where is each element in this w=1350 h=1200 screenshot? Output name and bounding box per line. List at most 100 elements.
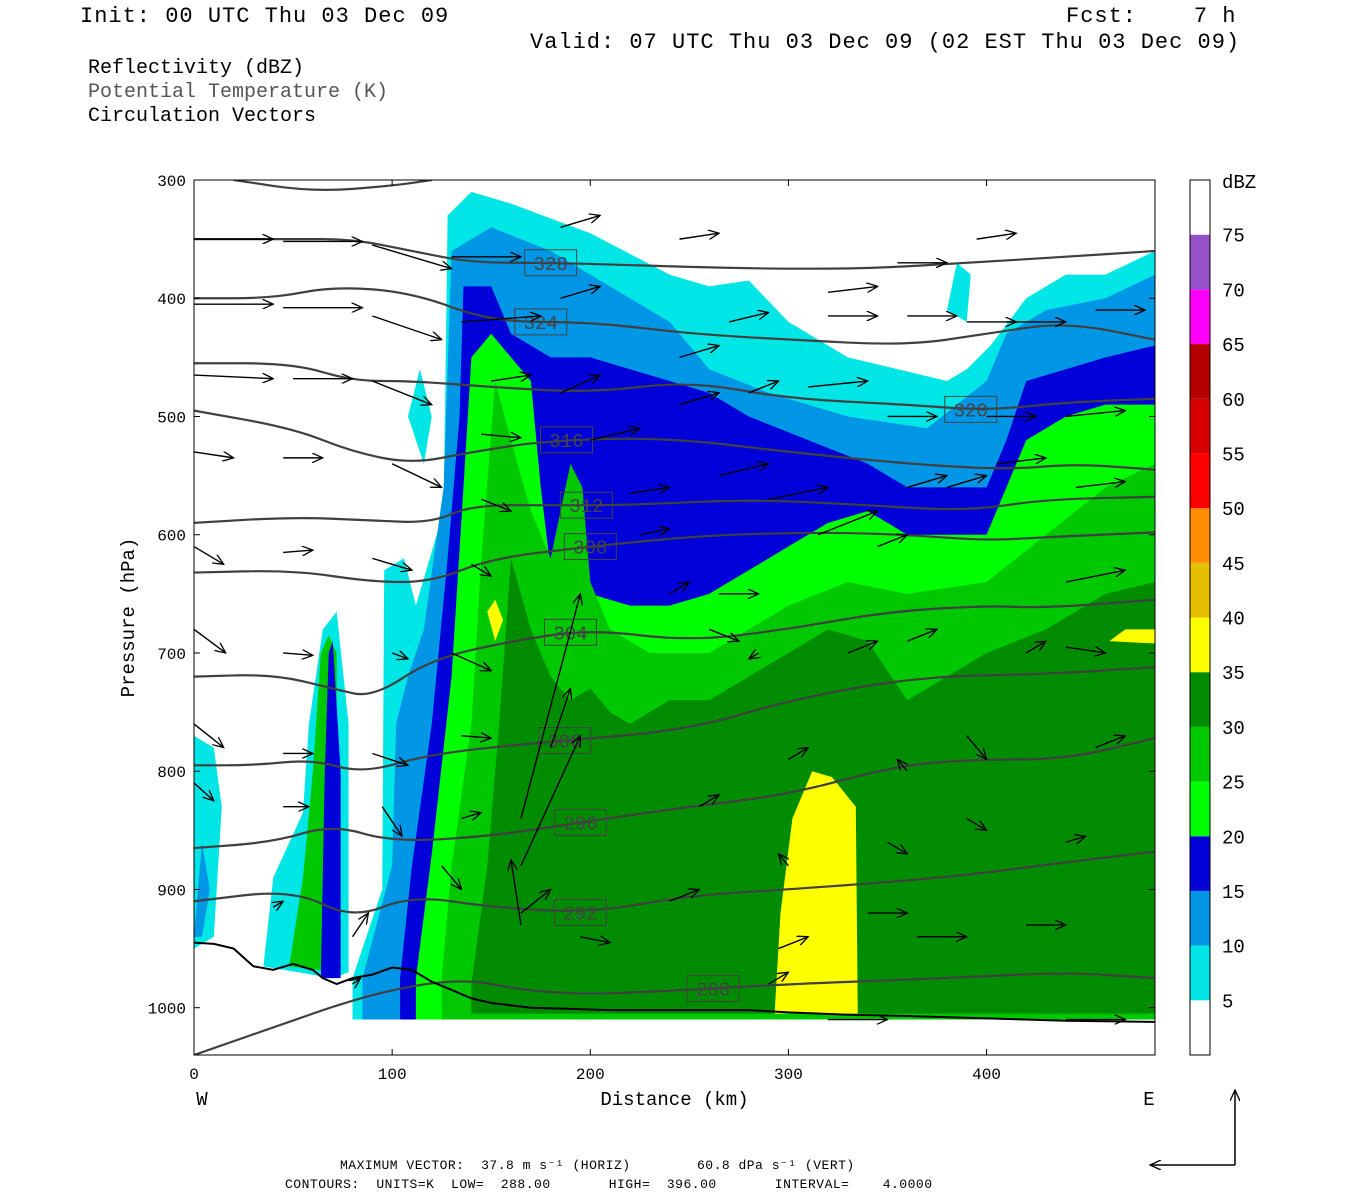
circulation-vector bbox=[778, 937, 809, 950]
theta-label-box-320 bbox=[944, 395, 998, 423]
circulation-vector bbox=[728, 312, 769, 323]
circulation-vector bbox=[372, 752, 408, 765]
circulation-vector bbox=[194, 723, 224, 748]
theta-label-box-308 bbox=[563, 533, 617, 561]
west-label: W bbox=[196, 1089, 208, 1111]
circulation-vector bbox=[560, 215, 601, 228]
circulation-vector bbox=[560, 286, 601, 299]
circulation-vector bbox=[283, 653, 313, 655]
circulation-vector bbox=[1065, 411, 1125, 418]
y-tick-label-800: 800 bbox=[157, 764, 186, 782]
circulation-vector bbox=[976, 233, 1017, 240]
circulation-vector bbox=[1065, 646, 1106, 653]
y-tick-label-700: 700 bbox=[157, 646, 186, 664]
terrain-line bbox=[194, 941, 1155, 1023]
reflectivity-35-dbz-region bbox=[774, 771, 858, 1014]
circulation-vector bbox=[847, 641, 878, 654]
theta-contour-320 bbox=[194, 362, 1155, 410]
circulation-vector bbox=[580, 937, 610, 943]
colorbar-label-10: 10 bbox=[1222, 937, 1245, 959]
init-time: Init: 00 UTC Thu 03 Dec 09 bbox=[80, 4, 450, 29]
circulation-vector bbox=[549, 688, 571, 748]
circulation-vector bbox=[520, 594, 580, 819]
x-tick-label-200: 200 bbox=[576, 1066, 605, 1084]
theta-label-box-324 bbox=[514, 308, 568, 336]
circulation-vector bbox=[1065, 836, 1086, 842]
colorbar-frame bbox=[1189, 179, 1211, 1056]
circulation-vector bbox=[768, 487, 828, 500]
x-axis-title: Distance (km) bbox=[600, 1089, 748, 1111]
theta-label-296: 296 bbox=[563, 813, 597, 835]
colorbar-swatch-10 bbox=[1190, 453, 1210, 509]
reference-vector bbox=[1150, 1090, 1235, 1165]
legend-potential-temperature: Potential Temperature (K) bbox=[88, 81, 389, 104]
y-tick-label-900: 900 bbox=[157, 882, 186, 900]
colorbar-label-35: 35 bbox=[1222, 663, 1245, 685]
theta-contour-296 bbox=[194, 737, 1155, 850]
circulation-vector bbox=[1065, 570, 1125, 583]
theta-contour-288 bbox=[194, 972, 1155, 1055]
x-tick-label-100: 100 bbox=[378, 1066, 407, 1084]
circulation-vector bbox=[887, 841, 908, 854]
circulation-vector bbox=[194, 782, 214, 801]
circulation-vector bbox=[372, 380, 431, 405]
colorbar-swatch-0 bbox=[1190, 1000, 1210, 1055]
circulation-vector bbox=[520, 736, 580, 867]
theta-label-box-300 bbox=[538, 726, 592, 754]
theta-label-292: 292 bbox=[563, 904, 597, 926]
y-tick-label-1000: 1000 bbox=[148, 1001, 186, 1019]
circulation-vector bbox=[1095, 736, 1126, 749]
circulation-vector bbox=[351, 913, 369, 938]
circulation-vector bbox=[679, 346, 719, 359]
circulation-vector bbox=[273, 901, 283, 907]
theta-label-box-328 bbox=[524, 249, 578, 277]
circulation-vector bbox=[877, 535, 908, 548]
circulation-vector bbox=[283, 550, 313, 552]
colorbar-label-45: 45 bbox=[1222, 554, 1245, 576]
colorbar-label-70: 70 bbox=[1222, 280, 1245, 302]
colorbar-swatch-7 bbox=[1190, 617, 1210, 673]
circulation-vector bbox=[451, 652, 492, 671]
circulation-vector bbox=[194, 375, 273, 379]
reflectivity-15-dbz-region bbox=[320, 641, 341, 979]
valid-time: Valid: 07 UTC Thu 03 Dec 09 (02 EST Thu … bbox=[530, 30, 1241, 55]
theta-contour-332 bbox=[233, 180, 432, 191]
circulation-vector bbox=[353, 978, 361, 984]
circulation-vector bbox=[590, 428, 640, 441]
colorbar-label-25: 25 bbox=[1222, 773, 1245, 795]
y-tick-label-500: 500 bbox=[157, 409, 186, 427]
x-tick-label-400: 400 bbox=[972, 1066, 1001, 1084]
circulation-vector bbox=[481, 498, 511, 511]
footer-max-vector: MAXIMUM VECTOR: 37.8 m s⁻¹ (HORIZ) 60.8 … bbox=[340, 1158, 855, 1173]
colorbar-label-65: 65 bbox=[1222, 335, 1245, 357]
colorbar-swatch-14 bbox=[1190, 234, 1210, 290]
circulation-vector bbox=[194, 451, 234, 458]
circulation-vector bbox=[381, 806, 402, 837]
circulation-vector bbox=[1075, 482, 1126, 489]
circulation-vector bbox=[481, 434, 521, 438]
circulation-vector bbox=[679, 393, 719, 406]
x-tick-label-300: 300 bbox=[774, 1066, 803, 1084]
y-axis-title: Pressure (hPa) bbox=[118, 538, 140, 698]
circulation-vector bbox=[194, 628, 226, 653]
circulation-vector bbox=[749, 653, 759, 659]
circulation-vector bbox=[996, 458, 1046, 465]
circulation-vector bbox=[461, 316, 540, 323]
circulation-vector bbox=[808, 381, 867, 388]
theta-label-box-312 bbox=[559, 491, 613, 519]
circulation-vector bbox=[827, 286, 878, 294]
circulation-vector bbox=[748, 381, 779, 394]
colorbar-swatch-11 bbox=[1190, 398, 1210, 454]
circulation-vectors bbox=[194, 215, 1145, 1019]
circulation-vector bbox=[669, 582, 690, 595]
theta-contour-316 bbox=[194, 409, 1155, 471]
circulation-vector bbox=[461, 736, 491, 738]
reflectivity-35-dbz-region bbox=[487, 599, 504, 642]
theta-contour-328 bbox=[194, 238, 1155, 270]
circulation-vector bbox=[391, 653, 408, 659]
theta-contour-292 bbox=[194, 850, 1155, 914]
theta-contour-308 bbox=[194, 531, 1155, 584]
theta-label-316: 316 bbox=[549, 431, 583, 453]
circulation-vector bbox=[669, 889, 700, 902]
circulation-vector bbox=[679, 233, 719, 240]
